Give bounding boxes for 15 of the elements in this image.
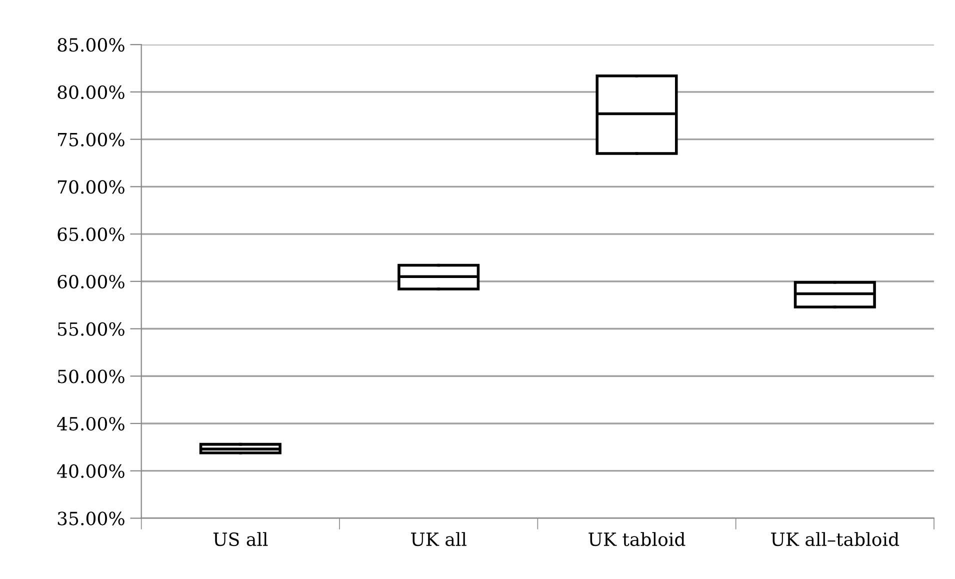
y-tick-label: 80.00%	[58, 85, 124, 100]
x-tick-label: UK tabloid	[588, 532, 686, 546]
y-tick-label: 65.00%	[58, 227, 124, 242]
y-tick-label: 70.00%	[58, 180, 124, 194]
y-tick-label: 50.00%	[58, 370, 124, 384]
y-tick-label: 75.00%	[58, 132, 124, 146]
y-tick-label: 40.00%	[57, 464, 124, 478]
y-tick-label: 55.00%	[58, 322, 124, 336]
x-tick-label: UK all–tabloid	[771, 532, 900, 546]
y-tick-label: 60.00%	[58, 274, 124, 289]
y-tick-label: 35.00%	[58, 512, 124, 526]
y-tick-label: 85.00%	[58, 38, 124, 52]
x-tick-label: UK all	[411, 532, 466, 546]
x-tick-label: US all	[213, 532, 268, 546]
y-tick-label: 45.00%	[57, 416, 124, 431]
